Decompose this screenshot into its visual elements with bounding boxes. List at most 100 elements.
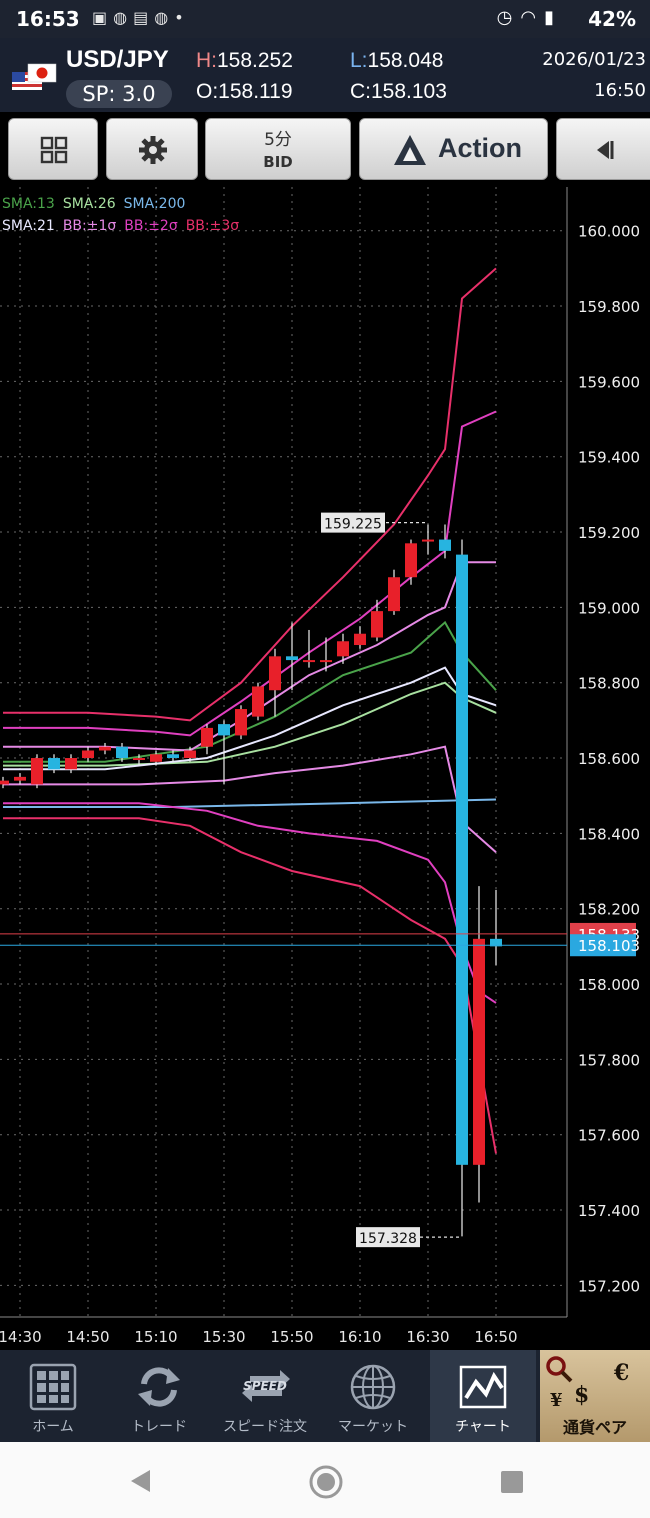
candle-body: [422, 539, 434, 542]
tab-currency-pair[interactable]: € $ ¥ 通貨ペア: [540, 1350, 650, 1442]
spread-badge: SP: 3.0: [66, 80, 172, 108]
y-tick-label: 158.200: [578, 901, 640, 919]
indicator-line: [3, 410, 497, 737]
x-tick-label: 14:30: [0, 1328, 42, 1346]
tab-trade-label: トレード: [131, 1419, 187, 1435]
candle-body: [167, 754, 179, 759]
settings-button[interactable]: [106, 118, 198, 180]
status-system-icons: ◷◠▮: [497, 7, 562, 28]
tab-home[interactable]: ホーム: [0, 1350, 106, 1442]
y-tick-label: 157.200: [578, 1277, 640, 1295]
y-tick-label: 160.000: [578, 223, 640, 241]
indicator-label-1: SMA:26: [62, 196, 116, 212]
candle-body: [371, 611, 383, 638]
candle-body: [337, 641, 349, 657]
indicator-row-2: SMA:21 BB:±1σ BB:±2σ BB:±3σ: [2, 215, 247, 237]
candle-body: [31, 758, 43, 785]
candle-body: [252, 686, 264, 717]
y-tick-label: 159.000: [578, 599, 640, 617]
recents-icon[interactable]: [500, 1470, 524, 1494]
back-icon[interactable]: [128, 1468, 154, 1494]
candle-body: [0, 780, 9, 785]
yen-symbol: ¥: [550, 1390, 563, 1411]
indicator-line: [3, 666, 497, 771]
bid-price-tag: [570, 934, 636, 957]
y-tick-label: 157.800: [578, 1051, 640, 1069]
candle-body: [133, 758, 145, 761]
indicator-label-0: SMA:13: [2, 196, 55, 212]
action-label: Action: [438, 133, 522, 163]
timeframe-label: 5分: [264, 130, 292, 150]
quote-date: 2026/01/23: [542, 49, 646, 70]
tab-chart[interactable]: チャート: [430, 1350, 536, 1442]
timeframe-button[interactable]: 5分 BID: [205, 118, 351, 180]
candle-body: [320, 660, 332, 663]
price-chart[interactable]: 14:30 14:50 15:10 15:30 15:50 16:10 16:30 16:50…: [0, 187, 650, 1350]
wifi-icon: ◠: [520, 7, 545, 28]
low-marker-tag: [356, 1227, 420, 1248]
y-tick-label: 157.600: [578, 1127, 640, 1145]
candle-body: [490, 938, 502, 947]
candle-body: [14, 776, 26, 781]
uniqlo-icon: ▣: [92, 8, 114, 27]
quote-header: USD/JPY SP: 3.0 H:158.252 L:158.048 O:15…: [0, 38, 650, 112]
collapse-left-icon: [597, 141, 614, 159]
candle-body: [82, 750, 94, 759]
y-tick-label: 159.600: [578, 373, 640, 391]
layout-button[interactable]: [8, 118, 98, 180]
globe-icon: [350, 1364, 396, 1410]
action-button[interactable]: Action: [359, 118, 548, 180]
candle-body: [235, 709, 247, 736]
candle-body: [354, 633, 366, 646]
status-time: 16:53: [16, 7, 80, 31]
x-tick-label: 16:50: [474, 1328, 517, 1346]
indicator-row-1: SMA:13 SMA:26 SMA:200: [2, 193, 247, 215]
candle-body: [269, 656, 281, 691]
candle-body: [303, 660, 315, 663]
indicator-legend: SMA:13 SMA:26 SMA:200 SMA:21 BB:±1σ BB:±2σ BB…: [2, 193, 247, 237]
candle-body: [473, 938, 485, 1165]
tab-trade[interactable]: トレード: [106, 1350, 212, 1442]
candle-body: [184, 750, 196, 759]
grid-icon: [40, 136, 68, 164]
document-icon: ▤: [133, 8, 155, 27]
tab-market[interactable]: マーケット: [320, 1350, 426, 1442]
baseball-icon: ◍: [113, 8, 134, 27]
alarm-icon: ◷: [496, 7, 521, 28]
candle-body: [116, 746, 128, 759]
candle-body: [439, 539, 451, 551]
system-nav-bar: [0, 1442, 650, 1518]
high-marker-label: 159.225: [324, 517, 382, 533]
gear-icon: [139, 136, 167, 164]
candle-body: [65, 758, 77, 770]
bottom-tab-bar: ホーム トレード SPEED スピード注文 マーケット: [0, 1350, 650, 1442]
y-tick-label: 159.400: [578, 449, 640, 467]
bid-price-label: 158.103: [578, 937, 640, 955]
candle-body: [388, 577, 400, 612]
tab-market-label: マーケット: [338, 1419, 408, 1435]
y-tick-label: 158.400: [578, 825, 640, 843]
indicator-label-0: SMA:21: [2, 218, 55, 234]
currency-pair[interactable]: USD/JPY: [66, 46, 169, 73]
tab-speed-order[interactable]: SPEED スピード注文: [212, 1350, 318, 1442]
chart-toolbar: 5分 BID Action: [0, 112, 650, 187]
x-tick-label: 16:10: [338, 1328, 381, 1346]
chart-icon: [459, 1365, 507, 1409]
status-bar: 16:53 ▣◍▤◍• ◷◠▮ 42%: [0, 0, 650, 38]
collapse-panel-button[interactable]: [556, 118, 650, 180]
indicator-line: [3, 817, 497, 1154]
battery-icon: ▮: [544, 7, 562, 28]
currency-flags-icon: [12, 63, 57, 90]
candle-body: [456, 554, 468, 1165]
indicator-label-1: BB:±1σ: [62, 218, 117, 234]
x-tick-label: 16:30: [406, 1328, 449, 1346]
home-icon[interactable]: [308, 1464, 344, 1500]
indicator-line: [3, 798, 497, 808]
home-grid-icon: [29, 1363, 77, 1411]
baseball-icon: ◍: [154, 8, 175, 27]
price-side-label: BID: [263, 153, 293, 171]
status-notification-icons: ▣◍▤◍•: [92, 8, 190, 27]
candle-body: [201, 727, 213, 747]
tab-currency-pair-label: 通貨ペア: [562, 1418, 627, 1437]
indicator-label-3: BB:±3σ: [185, 218, 240, 234]
